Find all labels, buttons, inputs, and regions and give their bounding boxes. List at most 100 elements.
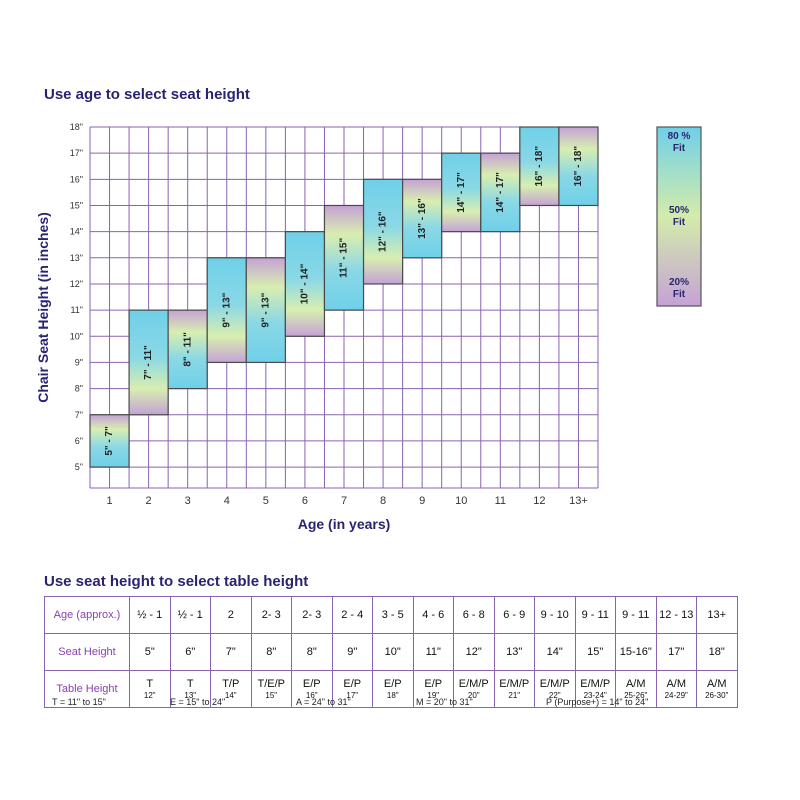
x-tick-label: 11 [495,495,506,507]
range-bar-label: 5" - 7" [104,426,115,456]
range-bar [558,126,599,207]
table-cell-value: 15" [587,646,604,658]
range-bar-group: 14" - 17" [441,152,482,233]
table-cell: 5" [129,633,171,671]
table-cell-value: ½ - 1 [137,609,163,621]
fit-legend-sublabel: Fit [673,143,686,154]
x-tick-label: 1 [106,495,112,507]
table-cell-subvalue: 22" [548,690,561,700]
table-cell: ½ - 1 [169,596,211,634]
table-cell: 4 - 6 [412,596,454,634]
x-axis-label: Age (in years) [298,516,391,532]
range-bar-group: 13" - 16" [402,178,443,259]
table-cell: 17" [655,633,697,671]
table-cell: 15" [574,633,616,671]
table-cell: T 13" [169,670,211,708]
table-cell-value: 6" [185,646,196,658]
table-cell-value: 4 - 6 [422,609,445,621]
range-bar-label: 9" - 13" [260,292,271,327]
table-cell-value: 11" [425,646,441,658]
table-cell: 7" [210,633,252,671]
table-row: Age (approx.) ½ - 1 ½ - 1 2 2- 3 2- 3 2 - 4 3 -… [44,596,738,634]
range-bar [480,152,521,233]
table-cell-value: E/M/P [580,677,611,690]
range-bar-label: 14" - 17" [495,172,506,213]
y-tick-label: 17" [70,148,83,158]
table-cell-value: E/P [383,677,402,690]
table-row-header: Seat Height [44,633,130,671]
table-cell: E/P 19" [412,670,454,708]
table-cell: E/M/P 22" [534,670,576,708]
range-bar-group: 10" - 14" [284,231,326,337]
table-cell-value: 3 - 5 [381,609,404,621]
table-cell: 6" [169,633,211,671]
table-cell: 10" [372,633,414,671]
table-cell-subvalue: 12" [143,690,156,700]
range-bar-label: 9" - 13" [221,292,232,327]
table-cell-value: A/M [706,677,727,690]
range-bar-label: 16" - 18" [573,146,584,187]
range-bar [519,126,560,207]
seat-height-chart: 5" - 7" 7" - 11" 8" - 11" 9" - 13" 9" - 13" 1… [35,122,702,532]
range-bar-label: 10" - 14" [300,263,311,304]
fit-legend-sublabel: Fit [673,217,686,228]
y-tick-label: 14" [70,227,83,237]
height-table-wrapper: Age (approx.) ½ - 1 ½ - 1 2 2- 3 2- 3 2 - 4 3 -… [44,596,738,708]
x-tick-label: 13+ [569,495,588,507]
table-cell-value: E/M/P [458,677,489,690]
table-cell-value: E/P [343,677,362,690]
fit-legend-sublabel: Fit [673,289,686,300]
x-tick-label: 12 [533,495,545,507]
table-cell-value: T/E/P [257,677,285,690]
table-cell-value: 13" [506,646,523,658]
table-cell: 12 - 13 [655,596,697,634]
x-tick-label: 8 [380,495,386,507]
table-cell-value: 9 - 10 [540,609,569,621]
range-bar [206,257,247,364]
table-cell-value: T [146,677,154,690]
height-table: Age (approx.) ½ - 1 ½ - 1 2 2- 3 2- 3 2 - 4 3 -… [44,596,738,708]
range-bar-label: 13" - 16" [417,198,428,239]
table-cell: 2 [210,596,252,634]
table-cell: 2- 3 [291,596,333,634]
table-cell-value: 6 - 9 [503,609,526,621]
x-tick-label: 7 [341,495,347,507]
table-cell: T/E/P 15" [250,670,292,708]
table-cell: 15-16" [615,633,657,671]
fit-legend-label: 50% [669,205,689,216]
table-cell-subvalue: 16" [305,690,318,700]
table-cell-value: 18" [708,646,725,658]
range-bar-group: 16" - 18" [519,126,560,207]
y-tick-label: 5" [75,462,83,472]
table-cell-subvalue: 21" [508,690,521,700]
table-cell-subvalue: 23-24" [583,690,607,700]
table-cell: 8" [250,633,292,671]
table-cell-value: A/M [625,677,646,690]
table-cell-subvalue: 14" [224,690,237,700]
table-cell: 18" [696,633,738,671]
legend-t: T = 11" to 15" [52,697,106,707]
x-tick-label: 5 [263,495,269,507]
table-cell-value: 8" [306,646,317,658]
table-cell: A/M 24-29" [655,670,697,708]
range-bar [245,257,286,364]
y-tick-label: 8" [75,384,83,394]
table-cell-subvalue: 13" [184,690,197,700]
range-bar-label: 12" - 16" [378,211,389,252]
table-cell-subvalue: 18" [386,690,399,700]
y-tick-label: 18" [70,122,83,132]
table-cell: E/M/P 23-24" [574,670,616,708]
table-row-header: Age (approx.) [44,596,130,634]
table-cell: 9 - 10 [534,596,576,634]
table-cell-value: 7" [225,646,236,658]
fit-legend-label: 80 % [668,131,691,142]
table-cell: ½ - 1 [129,596,171,634]
range-bar-group: 12" - 16" [362,178,404,285]
y-tick-label: 9" [75,357,83,367]
range-bar [128,309,169,416]
range-bar [402,178,443,259]
table-cell-subvalue: 20" [467,690,480,700]
range-bar-group: 9" - 13" [206,257,247,364]
range-bar [284,231,326,337]
